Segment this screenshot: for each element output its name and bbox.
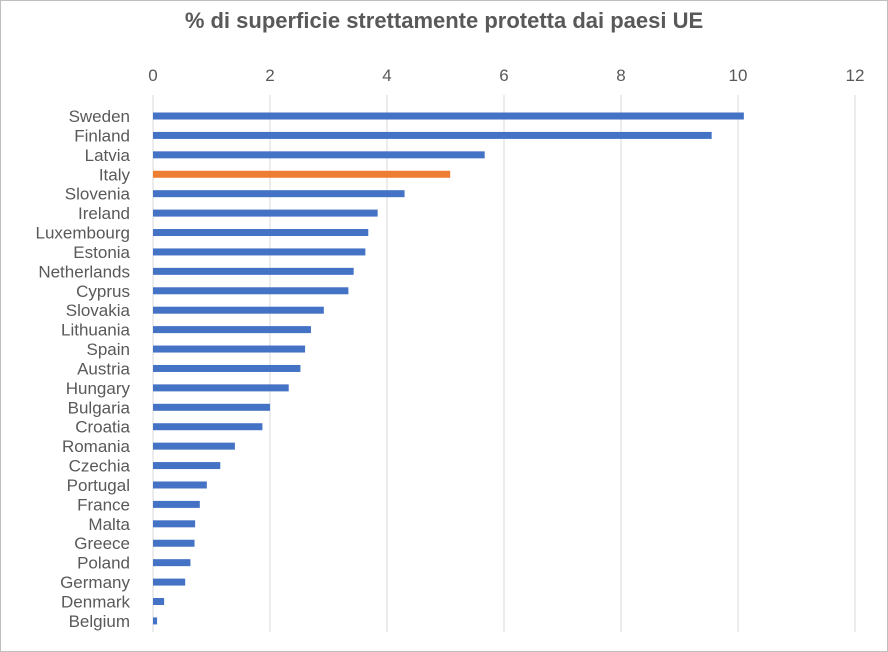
category-label-sweden: Sweden (69, 107, 130, 126)
bar-hungary (153, 384, 289, 392)
bar-denmark (153, 598, 165, 605)
chart-title: % di superficie strettamente protetta da… (184, 8, 704, 33)
category-label-germany: Germany (60, 573, 130, 592)
bar-sweden (153, 112, 744, 120)
bar-croatia (153, 423, 263, 431)
bar-estonia (153, 248, 366, 256)
category-label-bulgaria: Bulgaria (68, 398, 131, 417)
category-label-netherlands: Netherlands (38, 262, 130, 281)
bar-belgium (153, 617, 158, 625)
category-label-estonia: Estonia (73, 243, 130, 262)
bar-austria (153, 364, 301, 372)
bar-netherlands (153, 267, 354, 275)
category-label-belgium: Belgium (69, 612, 130, 631)
category-label-slovakia: Slovakia (66, 301, 131, 320)
bar-latvia (153, 151, 485, 159)
x-tick-label: 4 (382, 66, 391, 85)
bar-cyprus (153, 287, 349, 295)
x-tick-label: 8 (616, 66, 625, 85)
category-label-croatia: Croatia (75, 418, 130, 437)
category-label-finland: Finland (74, 126, 130, 145)
category-label-greece: Greece (74, 534, 130, 553)
bar-poland (153, 559, 191, 567)
x-tick-label: 10 (729, 66, 748, 85)
bar-portugal (153, 481, 207, 489)
bar-italy (153, 170, 451, 178)
category-label-ireland: Ireland (78, 204, 130, 223)
bar-spain (153, 345, 306, 353)
bar-luxembourg (153, 229, 369, 237)
x-tick-label: 2 (265, 66, 274, 85)
bars (153, 112, 744, 625)
x-tick-label: 0 (148, 66, 157, 85)
category-label-italy: Italy (99, 165, 131, 184)
gridlines (152, 95, 856, 632)
bar-slovenia (153, 190, 405, 198)
x-tick-label: 6 (499, 66, 508, 85)
category-label-france: France (77, 495, 130, 514)
category-label-latvia: Latvia (85, 146, 131, 165)
category-label-romania: Romania (62, 437, 131, 456)
category-label-spain: Spain (87, 340, 130, 359)
category-labels: SwedenFinlandLatviaItalySloveniaIrelandL… (35, 107, 130, 631)
bar-malta (153, 520, 196, 528)
category-label-slovenia: Slovenia (65, 185, 131, 204)
category-label-luxembourg: Luxembourg (35, 224, 130, 243)
x-tick-label: 12 (846, 66, 865, 85)
bar-czechia (153, 462, 221, 470)
x-axis-ticks: 0 2 4 6 8 10 12 (148, 66, 864, 85)
category-label-czechia: Czechia (69, 457, 131, 476)
bar-romania (153, 442, 235, 450)
bar-lithuania (153, 326, 311, 334)
category-label-hungary: Hungary (66, 379, 131, 398)
category-label-lithuania: Lithuania (61, 321, 131, 340)
bar-slovakia (153, 306, 324, 314)
bar-germany (153, 578, 186, 586)
category-label-denmark: Denmark (61, 593, 130, 612)
category-label-cyprus: Cyprus (76, 282, 130, 301)
category-label-malta: Malta (88, 515, 130, 534)
bar-bulgaria (153, 403, 270, 411)
bar-finland (153, 131, 712, 139)
category-label-poland: Poland (77, 554, 130, 573)
bar-ireland (153, 209, 378, 217)
bar-greece (153, 539, 195, 547)
bar-france (153, 500, 200, 508)
category-label-austria: Austria (77, 359, 130, 378)
category-label-portugal: Portugal (67, 476, 130, 495)
